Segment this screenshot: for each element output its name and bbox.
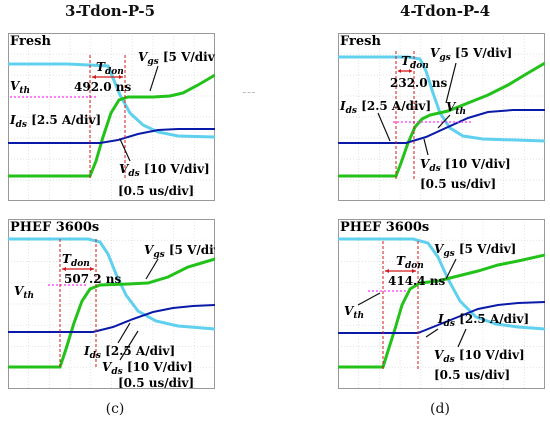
vds-label: Vds [10 V/div] [119, 162, 210, 179]
panel-title: PHEF 3600s [340, 220, 429, 235]
plot-border [8, 33, 215, 201]
vth-label: Vth [344, 304, 364, 321]
tdon-label: Tdon [396, 254, 424, 271]
vgs-label: Vgs [5 V/div] [434, 242, 516, 259]
vgs-pointer [445, 62, 457, 104]
chart-c-fresh-svg: Fresh Tdon 492.0 ns Vgs [5 V/div] Vth Id… [8, 33, 215, 201]
vds-label: Vds [10 V/div] [102, 360, 193, 377]
vds-pointer [457, 328, 467, 348]
plot-border [338, 219, 545, 389]
chart-c-fresh: Fresh Tdon 492.0 ns Vgs [5 V/div] Vth Id… [8, 33, 215, 201]
vgs-label: Vgs [5 V/div] [144, 243, 215, 260]
ids-trace [8, 128, 215, 144]
chart-d-fresh-svg: Fresh Tdon 232.0 ns Vgs [5 V/div] Vth Id… [338, 33, 545, 201]
tdon-arrow-head-left [398, 69, 401, 73]
tdon-label: Tdon [96, 60, 124, 77]
vgs-label: Vgs [5 V/div] [430, 46, 512, 63]
vgs-label: Vgs [5 V/div] [138, 50, 215, 67]
tdon-label: Tdon [401, 54, 429, 71]
timebase-label: [0.5 us/div] [434, 368, 510, 382]
ids-label: Ids [2.5 A/div] [437, 312, 529, 329]
tdon-arrow-head-left [62, 267, 66, 271]
chart-d-fresh: Fresh Tdon 232.0 ns Vgs [5 V/div] Vth Id… [338, 33, 545, 201]
vds-label: Vds [10 V/div] [420, 157, 511, 174]
tdon-value: 507.2 ns [64, 272, 121, 286]
panel-title: Fresh [10, 34, 51, 49]
tdon-value: 492.0 ns [74, 80, 131, 94]
vth-pointer [437, 114, 451, 129]
vds-trace [338, 237, 545, 331]
vgs-trace [338, 61, 545, 178]
timebase-label: [0.5 us/div] [420, 177, 496, 191]
tdon-arrow-head-right [409, 69, 412, 73]
tdon-arrow-head-right [90, 267, 94, 271]
vth-label: Vth [446, 100, 466, 117]
panel-title: Fresh [340, 34, 381, 49]
ids-pointer [377, 112, 391, 142]
timebase-label: [0.5 us/div] [118, 184, 194, 198]
chart-d-phef-svg: PHEF 3600s Tdon 414.4 ns Vgs [5 V/div] V… [338, 219, 545, 389]
grid [8, 33, 215, 201]
tdon-arrow-head-left [92, 75, 96, 79]
vgs-pointer [149, 65, 159, 92]
tdon-label: Tdon [62, 252, 90, 269]
chart-c-phef: PHEF 3600s Tdon 507.2 ns Vgs [5 V/div] V… [8, 219, 215, 389]
vgs-trace [8, 257, 215, 369]
vgs-pointer [445, 258, 457, 280]
ids-label: Ids [2.5 A/div] [9, 113, 101, 130]
timebase-label: [0.5 us/div] [118, 376, 194, 389]
tdon-value: 414.4 ns [388, 274, 445, 288]
vgs-trace [338, 253, 545, 369]
vth-pointer [357, 292, 381, 306]
plot-border [338, 33, 545, 201]
vds-pointer [119, 330, 139, 361]
chart-c-phef-svg: PHEF 3600s Tdon 507.2 ns Vgs [5 V/div] V… [8, 219, 215, 389]
ids-trace [338, 301, 545, 334]
ids-label: Ids [2.5 A/div] [339, 99, 431, 116]
vds-pointer [119, 138, 131, 162]
ids-pointer [117, 322, 131, 344]
ids-pointer [425, 328, 439, 338]
separator-dash [243, 92, 255, 93]
chart-d-phef: PHEF 3600s Tdon 414.4 ns Vgs [5 V/div] V… [338, 219, 545, 389]
grid [8, 219, 215, 389]
tdon-arrow-head-right [119, 75, 123, 79]
vgs-pointer [145, 258, 159, 280]
vds-label: Vds [10 V/div] [434, 348, 525, 365]
column-title-left: 3-Tdon-P-5 [64, 2, 156, 20]
vth-label: Vth [10, 79, 30, 96]
vds-pointer [423, 138, 429, 156]
figure-label-c: (c) [105, 401, 125, 417]
ids-label: Ids [2.5 A/div] [83, 344, 175, 361]
vds-trace [8, 62, 215, 139]
tdon-arrow-head-left [385, 269, 389, 273]
tdon-arrow-head-right [412, 269, 416, 273]
tdon-value: 232.0 ns [390, 76, 447, 90]
vgs-trace [8, 73, 215, 178]
panel-title: PHEF 3600s [10, 220, 99, 235]
vth-label: Vth [14, 284, 34, 301]
figure-label-d: (d) [430, 401, 450, 417]
column-title-right: 4-Tdon-P-4 [399, 2, 491, 20]
plot-border [8, 219, 215, 389]
